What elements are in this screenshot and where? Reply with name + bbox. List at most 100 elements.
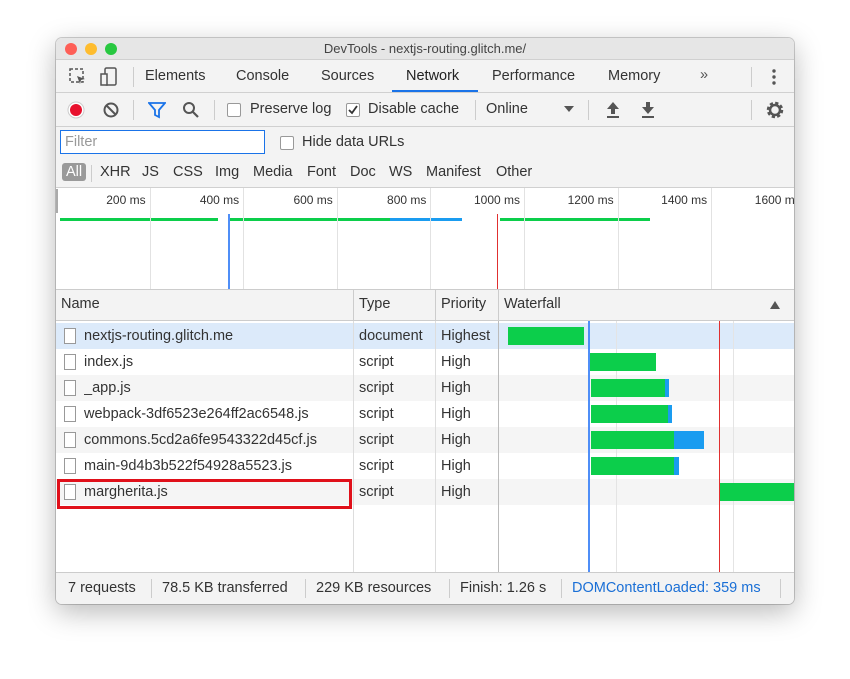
disable-cache-checkbox[interactable] (346, 103, 360, 117)
file-icon (64, 380, 76, 396)
cell: script (359, 484, 394, 500)
close-button[interactable] (65, 43, 77, 55)
file-icon (64, 354, 76, 370)
tab-bar: Elements Console Sources Network Performance… (56, 60, 794, 93)
type-filter[interactable]: JS (142, 164, 159, 180)
file-icon (64, 406, 76, 422)
cell: script (359, 458, 394, 474)
type-filter[interactable]: Media (253, 164, 293, 180)
hide-data-urls-label[interactable]: Hide data URLs (302, 134, 405, 150)
filter-input[interactable]: Filter (60, 130, 265, 154)
waterfall-bar (665, 379, 669, 397)
overview-tick-label: 600 ms (293, 193, 333, 207)
table-body: nextjs-routing.glitch.me document Highest i… (56, 321, 794, 572)
import-har-button[interactable] (605, 101, 621, 119)
more-tabs[interactable]: » (700, 67, 709, 83)
preserve-log-checkbox[interactable] (227, 103, 241, 117)
status-item: 7 requests (68, 580, 136, 596)
throttling-arrow[interactable] (564, 106, 574, 114)
tab[interactable]: Sources (321, 68, 375, 84)
cell: document (359, 328, 423, 344)
search-button[interactable] (182, 101, 200, 119)
tab[interactable]: Performance (492, 68, 576, 84)
column-header[interactable]: Priority (441, 296, 487, 312)
hide-data-urls-checkbox[interactable] (280, 136, 294, 150)
request-row[interactable]: main-9d4b3b522f54928a5523.js script High (56, 453, 794, 479)
window-title: DevTools - nextjs-routing.glitch.me/ (323, 41, 527, 56)
type-filter[interactable]: Manifest (426, 164, 481, 180)
overview-bar (230, 218, 390, 221)
column-header[interactable]: Type (359, 296, 391, 312)
type-filter[interactable]: WS (389, 164, 413, 180)
overview-bar (60, 218, 218, 221)
disable-cache-label[interactable]: Disable cache (368, 101, 460, 117)
file-icon (64, 484, 76, 500)
type-filter[interactable]: Other (496, 164, 533, 180)
cell: High (441, 406, 471, 422)
cell: script (359, 380, 394, 396)
cell: High (441, 354, 471, 370)
waterfall-bar (674, 457, 679, 475)
load-line (719, 321, 720, 572)
device-icon[interactable] (100, 66, 120, 88)
type-filter[interactable]: CSS (173, 164, 203, 180)
zoom-button[interactable] (105, 43, 117, 55)
cell: High (441, 458, 471, 474)
status-bar: 7 requests 78.5 KB transferred 229 KB reso… (56, 572, 794, 604)
record-button[interactable] (67, 101, 85, 119)
column-header[interactable]: Name (61, 296, 100, 312)
column-header[interactable]: Waterfall (504, 296, 561, 312)
inspect-icon[interactable] (68, 67, 88, 87)
request-row[interactable]: index.js script High (56, 349, 794, 375)
overview-tick-label: 800 ms (387, 193, 427, 207)
tab[interactable]: Memory (608, 68, 661, 84)
status-item: DOMContentLoaded: 359 ms (572, 580, 761, 596)
status-item: 229 KB resources (316, 580, 432, 596)
waterfall-bar (591, 431, 674, 449)
tab[interactable]: Console (236, 68, 290, 84)
overview-tick-label: 400 ms (199, 193, 240, 207)
cell: script (359, 432, 394, 448)
filter-placeholder: Filter (65, 134, 98, 150)
cell: nextjs-routing.glitch.me (84, 328, 234, 344)
waterfall-bar (591, 379, 665, 397)
sort-indicator[interactable] (770, 301, 780, 309)
type-filter[interactable]: Doc (350, 164, 376, 180)
request-row[interactable]: nextjs-routing.glitch.me document Highest (56, 323, 794, 349)
cell: _app.js (84, 380, 131, 396)
export-har-button[interactable] (640, 101, 656, 119)
tab[interactable]: Network (406, 68, 460, 84)
type-filter[interactable]: XHR (100, 164, 131, 180)
table-header: Name Type Priority Waterfall (56, 290, 794, 321)
type-filter[interactable]: All (62, 163, 87, 181)
overview-tick-label: 1200 ms (567, 193, 614, 207)
minimize-button[interactable] (85, 43, 97, 55)
overview-tick-label: 1000 ms (473, 193, 520, 207)
request-row[interactable]: webpack-3df6523e264ff2ac6548.js script Hig… (56, 401, 794, 427)
cell: main-9d4b3b522f54928a5523.js (84, 458, 293, 474)
cell: margherita.js (84, 484, 168, 500)
request-row[interactable]: _app.js script High (56, 375, 794, 401)
cell: High (441, 484, 471, 500)
clear-button[interactable] (103, 102, 119, 118)
waterfall-bar (720, 483, 794, 501)
preserve-log-label[interactable]: Preserve log (250, 101, 332, 117)
throttling-select[interactable]: Online (486, 101, 528, 117)
request-row[interactable]: margherita.js script High (56, 479, 794, 505)
highlight-box (57, 479, 352, 509)
type-filter[interactable]: Font (307, 164, 337, 180)
cell: commons.5cd2a6fe9543322d45cf.js (84, 432, 317, 448)
menu-icon[interactable] (769, 68, 779, 86)
load-marker (497, 214, 498, 289)
waterfall-bar (674, 431, 704, 449)
overview-bar (500, 218, 650, 221)
filter-button[interactable] (148, 101, 166, 119)
overview-tick-label: 1400 ms (661, 193, 708, 207)
tab[interactable]: Elements (145, 68, 206, 84)
waterfall-bar (668, 405, 672, 423)
type-filter[interactable]: Img (215, 164, 240, 180)
status-item: Finish: 1.26 s (460, 580, 547, 596)
settings-button[interactable] (765, 100, 785, 120)
overview: 200 ms 400 ms 600 ms 800 ms 1000 ms 1200 ms 14… (56, 188, 794, 290)
